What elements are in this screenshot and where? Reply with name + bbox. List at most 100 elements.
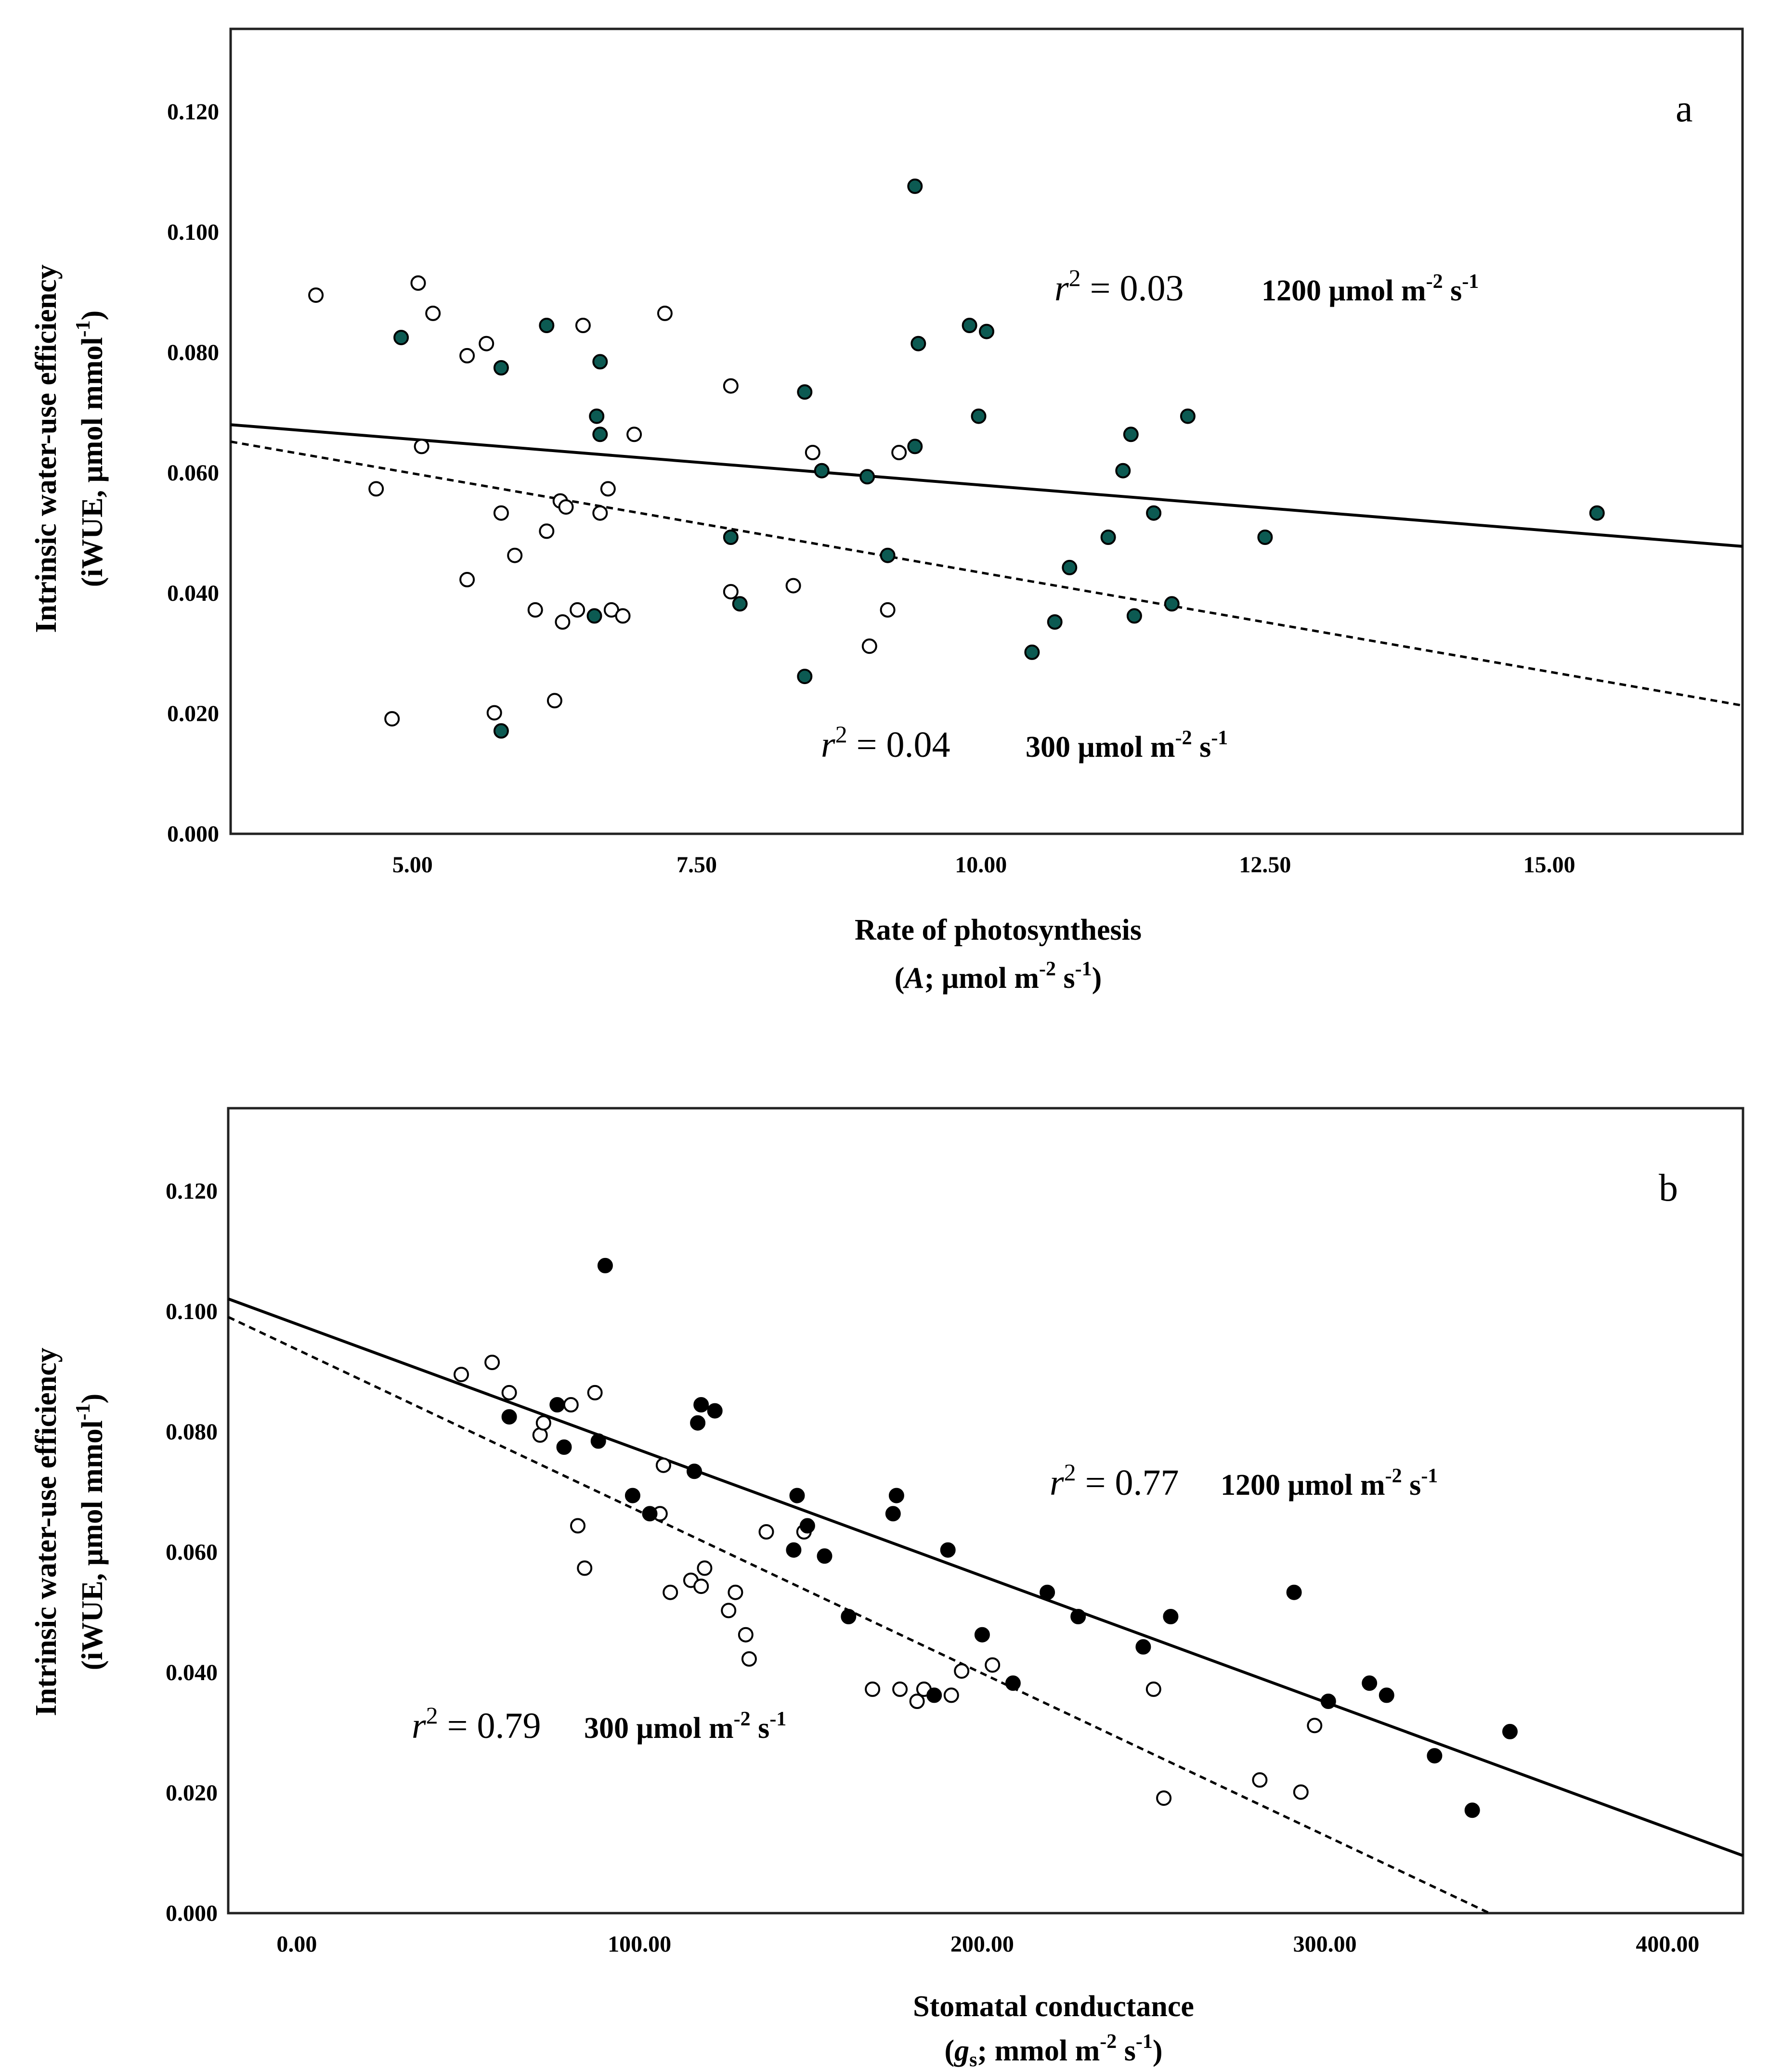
panel-b-xtick-label: 400.00 bbox=[1636, 1931, 1699, 1957]
panel-b-point-1200 bbox=[1005, 1675, 1021, 1691]
panel-a-point-1200 bbox=[592, 354, 608, 370]
panel-a-point-1200 bbox=[539, 318, 555, 333]
panel-b-ytick-label: 0.040 bbox=[166, 1660, 218, 1685]
panel-b-point-1200 bbox=[707, 1403, 723, 1419]
panel-b-point-1200 bbox=[799, 1518, 815, 1534]
panel-a-point-300 bbox=[384, 711, 400, 727]
panel-a-point-1200 bbox=[1123, 427, 1139, 442]
panel-a-point-1200 bbox=[493, 360, 509, 376]
panel-a-point-300 bbox=[368, 481, 384, 497]
panel-b-ylabel-line1: Intrinsic water-use efficiency bbox=[30, 1347, 63, 1716]
panel-b-ytick-label: 0.080 bbox=[166, 1419, 218, 1445]
panel-b-xlabel-line1: Stomatal conductance bbox=[913, 1990, 1194, 2023]
panel-a-label: a bbox=[1676, 88, 1693, 130]
panel-b-xtick-label: 0.00 bbox=[276, 1931, 317, 1957]
panel-b-point-300 bbox=[1156, 1790, 1172, 1806]
panel-a-point-1200 bbox=[592, 427, 608, 442]
panel-a-point-1200 bbox=[1126, 608, 1142, 624]
panel-b-light-300: 300 μmol m-2 s-1 bbox=[584, 1708, 786, 1745]
panel-a-point-1200 bbox=[1589, 505, 1605, 521]
panel-a-point-1200 bbox=[880, 547, 896, 563]
panel-a-point-300 bbox=[880, 602, 896, 618]
panel-a-point-300 bbox=[546, 693, 562, 709]
panel-b-point-300 bbox=[454, 1367, 469, 1383]
panel-b-point-1200 bbox=[940, 1542, 956, 1558]
panel-b-point-1200 bbox=[597, 1257, 613, 1273]
panel-a-point-300 bbox=[600, 481, 616, 497]
panel-b-point-300 bbox=[943, 1687, 959, 1703]
panel-b-ylabel-line2: (iWUE, μmol mmol-1) bbox=[72, 1394, 109, 1671]
panel-b-point-1200 bbox=[1163, 1609, 1179, 1624]
panel-b-point-300 bbox=[1293, 1784, 1309, 1800]
panel-a-point-1200 bbox=[1164, 596, 1180, 612]
panel-a-ytick-label: 0.040 bbox=[167, 581, 219, 606]
panel-b-point-1200 bbox=[501, 1409, 517, 1425]
panel-a-light-1200: 1200 μmol m-2 s-1 bbox=[1262, 271, 1479, 307]
panel-a-point-1200 bbox=[979, 324, 994, 339]
panel-a-point-1200 bbox=[1100, 530, 1116, 545]
panel-a-point-300 bbox=[539, 523, 555, 539]
panel-a-ytick-label: 0.080 bbox=[167, 340, 219, 365]
panel-b-fit-line-300 bbox=[227, 1316, 1490, 1915]
panel-a-point-1200 bbox=[971, 408, 987, 424]
panel-a-ytick-labels: 0.000 0.020 0.040 0.060 0.080 0.100 0.12… bbox=[167, 99, 219, 847]
panel-b-point-300 bbox=[909, 1694, 925, 1709]
panel-a-point-300 bbox=[723, 584, 739, 600]
panel-b-point-1200 bbox=[1286, 1584, 1302, 1600]
panel-a-point-1200 bbox=[1115, 463, 1131, 479]
panel-a-point-300 bbox=[626, 427, 642, 442]
panel-b-point-1200 bbox=[642, 1506, 658, 1522]
panel-b-point-300 bbox=[587, 1385, 603, 1400]
panel-b-point-1200 bbox=[786, 1542, 802, 1558]
panel-b-xtick-labels: 0.00 100.00 200.00 300.00 400.00 bbox=[276, 1931, 1699, 1957]
panel-b-xtick-label: 200.00 bbox=[950, 1931, 1014, 1957]
panel-b-point-1200 bbox=[817, 1548, 832, 1564]
panel-a-r2-1200: r2 = 0.03 bbox=[1054, 264, 1184, 309]
panel-b-point-1200 bbox=[841, 1609, 857, 1624]
panel-b-point-1200 bbox=[624, 1488, 640, 1503]
panel-a-point-1200 bbox=[1062, 559, 1078, 575]
panel-a-point-300 bbox=[425, 305, 441, 321]
panel-a-point-1200 bbox=[732, 596, 748, 612]
panel-b-point-1200 bbox=[549, 1397, 565, 1412]
panel-a-point-300 bbox=[592, 505, 608, 521]
panel-b-point-300 bbox=[1307, 1718, 1323, 1734]
panel-b-point-1200 bbox=[926, 1687, 942, 1703]
panel-a-points bbox=[308, 178, 1605, 739]
panel-a-ytick-label: 0.020 bbox=[167, 701, 219, 726]
panel-a-point-300 bbox=[308, 287, 324, 303]
panel-a-point-300 bbox=[785, 578, 801, 594]
panel-a-point-300 bbox=[459, 572, 475, 587]
panel-b-point-300 bbox=[693, 1579, 709, 1594]
panel-b-point-300 bbox=[535, 1415, 551, 1431]
panel-b-point-300 bbox=[954, 1663, 970, 1679]
panel-b-plot-frame bbox=[227, 1107, 1744, 1915]
panel-a-point-1200 bbox=[797, 384, 813, 400]
panel-a-point-300 bbox=[507, 547, 523, 563]
panel-b-point-300 bbox=[1252, 1772, 1268, 1788]
panel-b-point-300 bbox=[728, 1584, 743, 1600]
panel-b-ylabel: Intrinsic water-use efficiency (iWUE, μm… bbox=[30, 1347, 109, 1716]
panel-b-point-300 bbox=[563, 1397, 579, 1412]
panel-a-r2-300: r2 = 0.04 bbox=[821, 721, 950, 765]
panel-b-point-1200 bbox=[1040, 1584, 1055, 1600]
panel-b-point-1200 bbox=[1135, 1639, 1151, 1655]
panel-a-point-1200 bbox=[859, 469, 875, 485]
panel-b-point-300 bbox=[865, 1681, 881, 1697]
panel-b-xtick-label: 300.00 bbox=[1293, 1931, 1357, 1957]
panel-b-point-300 bbox=[741, 1651, 757, 1667]
panel-a-ylabel-line2: (iWUE, μmol mmol-1) bbox=[72, 311, 109, 587]
panel-b-point-1200 bbox=[690, 1415, 706, 1431]
panel-b-ytick-label: 0.000 bbox=[166, 1901, 218, 1926]
panel-b-ytick-label: 0.060 bbox=[166, 1540, 218, 1565]
panel-a-fit-line-1200 bbox=[230, 423, 1743, 548]
panel-b-point-300 bbox=[484, 1355, 500, 1370]
panel-a-point-1200 bbox=[814, 463, 830, 479]
panel-a-point-1200 bbox=[1047, 614, 1063, 630]
panel-b-point-1200 bbox=[1362, 1675, 1378, 1691]
panel-a-point-300 bbox=[657, 305, 673, 321]
panel-a-point-1200 bbox=[797, 669, 813, 685]
panel-a-point-300 bbox=[414, 439, 429, 454]
panel-a-point-300 bbox=[575, 318, 591, 333]
panel-a-xtick-label: 7.50 bbox=[676, 852, 717, 878]
